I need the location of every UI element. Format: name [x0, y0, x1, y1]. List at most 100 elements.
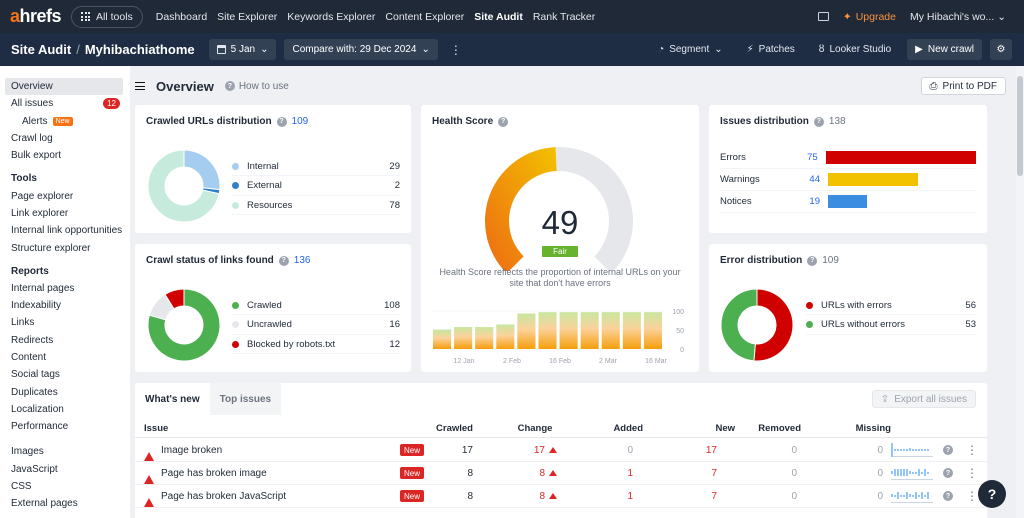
- health-bar[interactable]: [581, 312, 599, 349]
- workspace-menu[interactable]: My Hibachi's wo... ⌄: [910, 11, 1006, 23]
- new-cell[interactable]: 17: [677, 439, 717, 461]
- breadcrumb-project[interactable]: Myhibachiathome: [85, 42, 195, 57]
- column-header-missing[interactable]: Missing: [847, 420, 891, 437]
- help-button[interactable]: ?: [978, 480, 1006, 508]
- export-all-issues-button[interactable]: ⇪ Export all issues: [872, 390, 976, 408]
- print-to-pdf-button[interactable]: ⎙ Print to PDF: [921, 77, 1006, 95]
- nav-link-rank-tracker[interactable]: Rank Tracker: [528, 11, 600, 23]
- new-cell[interactable]: 7: [677, 485, 717, 507]
- legend-row[interactable]: URLs without errors 53: [806, 316, 976, 335]
- sidebar-item-overview[interactable]: Overview: [5, 78, 123, 95]
- issues-row-value[interactable]: 44: [800, 174, 820, 185]
- column-header-removed[interactable]: Removed: [757, 420, 801, 437]
- breadcrumb-section[interactable]: Site Audit: [11, 42, 71, 57]
- health-bar[interactable]: [623, 312, 641, 349]
- column-header-crawled[interactable]: Crawled: [433, 420, 473, 437]
- sidebar-item-duplicates[interactable]: Duplicates: [0, 383, 130, 400]
- sidebar-item-localization[interactable]: Localization: [0, 401, 130, 418]
- removed-cell[interactable]: 0: [757, 462, 797, 484]
- table-row[interactable]: Page has broken image New 8 8 1 7 0 0? ⋮: [135, 462, 987, 485]
- sidebar-item-internal-pages[interactable]: Internal pages: [0, 280, 130, 297]
- patches-button[interactable]: ⚡ Patches: [739, 44, 803, 55]
- help-icon[interactable]: ?: [498, 117, 508, 127]
- issues-row-value[interactable]: 75: [798, 152, 818, 163]
- missing-cell[interactable]: 0: [843, 439, 883, 461]
- sidebar-item-bulk-export[interactable]: Bulk export: [0, 147, 130, 164]
- table-row[interactable]: Image broken New 17 17 0 17 0 0? ⋮: [135, 439, 987, 462]
- sidebar-item-crawl-log[interactable]: Crawl log: [0, 130, 130, 147]
- segment-button[interactable]: ◔ Segment ⌄: [650, 44, 730, 55]
- sidebar-item-social-tags[interactable]: Social tags: [0, 366, 130, 383]
- all-tools-button[interactable]: All tools: [71, 6, 143, 28]
- sidebar-item-page-explorer[interactable]: Page explorer: [0, 187, 130, 204]
- issue-cell[interactable]: Page has broken JavaScript: [144, 485, 286, 507]
- sidebar-item-link-explorer[interactable]: Link explorer: [0, 205, 130, 222]
- legend-row[interactable]: Internal 29: [232, 157, 400, 176]
- compare-picker[interactable]: Compare with: 29 Dec 2024 ⌄: [284, 39, 437, 60]
- health-bar[interactable]: [517, 313, 535, 349]
- health-bar[interactable]: [433, 330, 451, 349]
- upgrade-link[interactable]: ✦ Upgrade: [843, 11, 896, 23]
- help-icon[interactable]: ?: [814, 117, 824, 127]
- help-icon[interactable]: ?: [943, 445, 953, 455]
- sidebar-item-content[interactable]: Content: [0, 349, 130, 366]
- monitor-icon[interactable]: [818, 12, 829, 21]
- new-crawl-button[interactable]: ▶ New crawl: [907, 39, 982, 60]
- sidebar-item-images[interactable]: Images: [0, 443, 130, 460]
- health-bar[interactable]: [538, 312, 556, 349]
- help-icon[interactable]: ?: [943, 468, 953, 478]
- help-icon[interactable]: ?: [279, 256, 289, 266]
- sidebar-item-alerts[interactable]: Alerts New: [0, 113, 130, 130]
- crawled-cell[interactable]: 8: [433, 485, 473, 507]
- sidebar-item-all-issues[interactable]: All issues 12: [0, 95, 130, 112]
- sidebar-item-internal-link-opportunities[interactable]: Internal link opportunities: [0, 222, 130, 239]
- legend-row[interactable]: Crawled 108: [232, 296, 400, 315]
- crawled-cell[interactable]: 17: [433, 439, 473, 461]
- help-icon[interactable]: ?: [277, 117, 287, 127]
- missing-cell[interactable]: 0: [843, 485, 883, 507]
- looker-studio-button[interactable]: ȣ Looker Studio: [811, 44, 899, 55]
- health-bar[interactable]: [454, 327, 472, 349]
- issue-cell[interactable]: Page has broken image: [144, 462, 267, 484]
- column-header-issue[interactable]: Issue: [144, 420, 168, 437]
- tab-top-issues[interactable]: Top issues: [210, 383, 282, 415]
- added-cell[interactable]: 0: [593, 439, 633, 461]
- issues-row-value[interactable]: 19: [800, 196, 820, 207]
- sidebar-item-javascript[interactable]: JavaScript: [0, 461, 130, 478]
- change-cell[interactable]: 17: [505, 439, 557, 461]
- added-cell[interactable]: 1: [593, 462, 633, 484]
- more-options-icon[interactable]: ⋮: [450, 43, 462, 57]
- sidebar-item-css[interactable]: CSS: [0, 478, 130, 495]
- legend-row[interactable]: Blocked by robots.txt 12: [232, 335, 400, 354]
- sidebar-item-links[interactable]: Links: [0, 314, 130, 331]
- crawled-total[interactable]: 109: [292, 116, 309, 127]
- removed-cell[interactable]: 0: [757, 485, 797, 507]
- sidebar-item-structure-explorer[interactable]: Structure explorer: [0, 239, 130, 256]
- legend-row[interactable]: URLs with errors 56: [806, 296, 976, 315]
- issues-row-errors[interactable]: Errors 75: [720, 147, 976, 169]
- legend-row[interactable]: Uncrawled 16: [232, 316, 400, 335]
- sidebar-item-performance[interactable]: Performance: [0, 418, 130, 435]
- nav-link-keywords-explorer[interactable]: Keywords Explorer: [282, 11, 380, 23]
- column-header-change[interactable]: Change: [513, 420, 557, 437]
- row-menu-icon[interactable]: ⋮: [966, 439, 978, 461]
- legend-row[interactable]: Resources 78: [232, 196, 400, 215]
- health-bar[interactable]: [560, 312, 578, 349]
- issues-row-notices[interactable]: Notices 19: [720, 191, 976, 213]
- nav-link-site-audit[interactable]: Site Audit: [469, 11, 528, 23]
- nav-link-content-explorer[interactable]: Content Explorer: [380, 11, 469, 23]
- row-menu-icon[interactable]: ⋮: [966, 485, 978, 507]
- column-header-new[interactable]: New: [687, 420, 735, 437]
- sidebar-item-indexability[interactable]: Indexability: [0, 297, 130, 314]
- health-bar[interactable]: [496, 324, 514, 349]
- ahrefs-logo[interactable]: ahrefs: [10, 6, 61, 27]
- sidebar-item-redirects[interactable]: Redirects: [0, 332, 130, 349]
- removed-cell[interactable]: 0: [757, 439, 797, 461]
- table-row[interactable]: Page has broken JavaScript New 8 8 1 7 0 0? ⋮: [135, 485, 987, 508]
- change-cell[interactable]: 8: [505, 462, 557, 484]
- hamburger-icon[interactable]: [135, 82, 145, 90]
- donut-slice-urls-without-errors[interactable]: [721, 289, 757, 361]
- legend-row[interactable]: External 2: [232, 177, 400, 196]
- sidebar-item-external-pages[interactable]: External pages: [0, 495, 130, 512]
- nav-link-site-explorer[interactable]: Site Explorer: [212, 11, 282, 23]
